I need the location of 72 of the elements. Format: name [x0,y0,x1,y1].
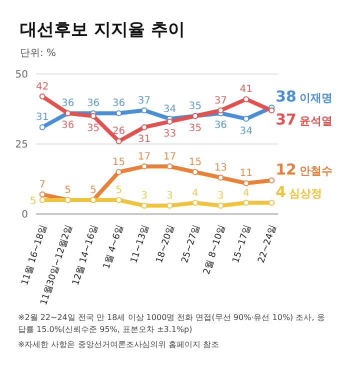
text: ※자세한 사항은 중앙선거여론조사심의위 홈페이지 참조 [18,339,220,351]
text: ※2월 22~24일 전국 만 18세 이상 1000명 전화 면접(무선 90%·유선 10%) 조사, 응답률 15.0%(신뢰수준 95%, 표본오차 ±3.1%p) [18,312,326,336]
point [39,93,46,100]
data-label: 36 [112,98,126,110]
data-label: 35 [86,123,100,134]
point [141,107,148,114]
data-label: 37 [276,110,297,128]
data-label: 26 [112,126,126,138]
data-label: 33 [163,128,176,140]
data-label: 17 [163,151,176,162]
data-label: 17 [138,151,151,162]
data-label: 4 [192,188,198,199]
text: 이재명 [300,92,333,105]
data-label: 5 [30,196,36,207]
text: 윤석열 [300,114,333,128]
data-label: 36 [214,120,228,132]
x-tick-label: 1월 4~6일 [102,224,126,270]
point [90,113,96,119]
data-label: 36 [61,98,74,110]
point [218,202,224,209]
text: 안철수 [300,164,333,178]
data-label: 4 [276,182,286,201]
point [39,124,46,130]
point [166,118,173,125]
data-label: 13 [214,162,228,174]
data-label: 7 [39,179,46,190]
data-label: 35 [188,101,202,112]
data-label: 3 [217,190,224,202]
data-label: 12 [276,160,297,178]
y-tick-label: 25 [15,140,28,151]
data-label: 5 [90,185,97,196]
data-label: 3 [141,190,148,202]
data-label: 34 [240,126,253,137]
point [243,96,250,102]
data-label: 36 [86,98,100,110]
data-label: 41 [240,84,253,96]
point [268,177,275,184]
point [141,124,148,130]
data-label: 31 [36,112,49,124]
point [141,202,148,209]
data-label: 5 [64,185,72,196]
data-label: 11 [240,168,253,180]
point [218,174,224,181]
point [243,116,250,122]
point [166,163,173,170]
y-tick-label: 50 [15,70,28,81]
data-label: 15 [188,157,202,168]
point [116,138,122,144]
point [218,107,224,114]
point [268,107,275,114]
point [39,191,46,198]
series-label: 심상정 [289,186,322,200]
data-label: 37 [138,95,151,106]
data-label: 36 [61,120,74,132]
data-label: 37 [214,95,228,106]
data-label: 35 [188,123,202,134]
point [268,200,275,206]
point [141,163,148,170]
data-label: 5 [116,185,122,196]
point [116,169,122,175]
chart-subtitle: 단위: % [20,47,56,60]
data-label: 38 [276,88,297,106]
point [166,202,173,209]
data-label: 31 [138,134,151,146]
data-label: 3 [166,190,173,202]
point [192,169,198,175]
chart-title: 대선후보 지지율 추이 [20,19,185,41]
y-tick-label: 0 [22,210,28,221]
data-label: 42 [36,81,49,92]
data-label: 4 [242,188,250,199]
data-label: 34 [163,104,176,115]
data-label: 15 [112,157,126,168]
